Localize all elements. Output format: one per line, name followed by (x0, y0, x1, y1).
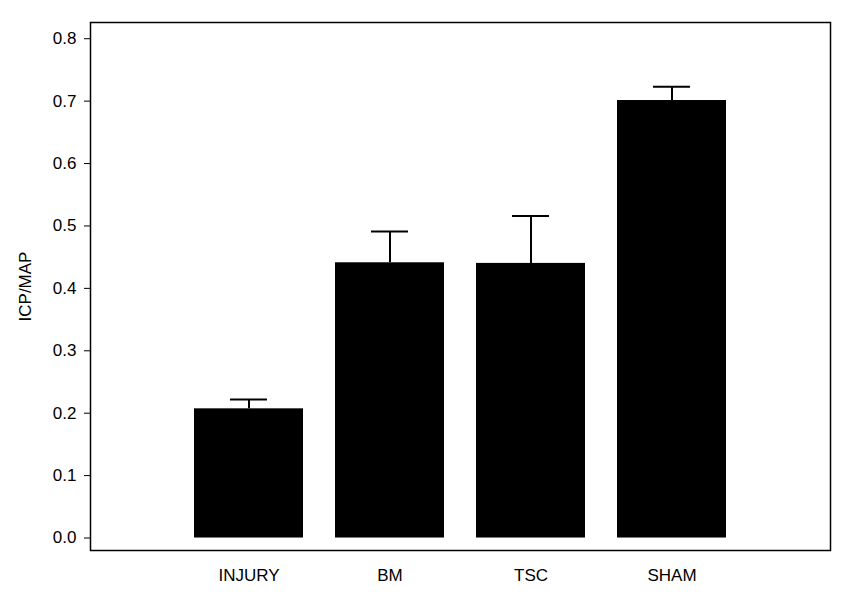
svg-text:0.3: 0.3 (53, 341, 77, 360)
svg-text:0.7: 0.7 (53, 92, 77, 111)
svg-text:0.2: 0.2 (53, 404, 77, 423)
svg-text:0.8: 0.8 (53, 29, 77, 48)
svg-text:0.6: 0.6 (53, 154, 77, 173)
svg-text:0.0: 0.0 (53, 528, 77, 547)
svg-text:TSC: TSC (514, 566, 548, 585)
svg-text:0.5: 0.5 (53, 216, 77, 235)
svg-text:0.1: 0.1 (53, 466, 77, 485)
svg-text:ICP/MAP: ICP/MAP (16, 252, 35, 322)
svg-text:0.4: 0.4 (53, 279, 77, 298)
svg-text:SHAM: SHAM (647, 566, 696, 585)
svg-text:INJURY: INJURY (218, 566, 279, 585)
svg-text:BM: BM (377, 566, 403, 585)
